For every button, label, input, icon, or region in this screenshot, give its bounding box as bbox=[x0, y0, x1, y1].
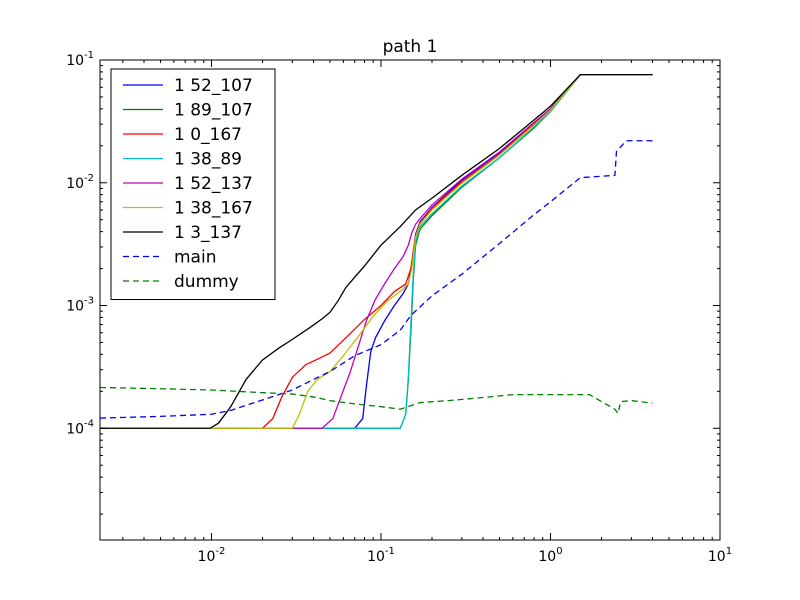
series-line-1-3-137 bbox=[100, 73, 653, 429]
legend-label-1-52-137: 1 52_137 bbox=[174, 174, 253, 194]
y-tick-label: 10-1 bbox=[66, 50, 94, 69]
chart-title: path 1 bbox=[383, 37, 438, 57]
x-tick-label: 10-1 bbox=[367, 546, 395, 565]
series-line-1-52-137 bbox=[100, 73, 653, 429]
y-tick-label: 10-2 bbox=[66, 173, 94, 192]
series-line-1-38-89 bbox=[100, 73, 653, 429]
plot-frame bbox=[99, 59, 721, 541]
y-tick-label: 10-3 bbox=[66, 296, 94, 315]
legend-label-1-89-107: 1 89_107 bbox=[174, 101, 253, 121]
series-line-1-38-167 bbox=[100, 73, 653, 429]
legend-label-1-3-137: 1 3_137 bbox=[174, 223, 242, 243]
axes-layer: 10-2 10-1 100 101 10-4 10-3 10-2 10-1 bbox=[66, 50, 732, 565]
legend-label-1-0-167: 1 0_167 bbox=[174, 125, 242, 145]
legend-box bbox=[110, 68, 276, 300]
y-tick-label: 10-4 bbox=[66, 418, 94, 437]
legend-label-1-38-167: 1 38_167 bbox=[174, 199, 253, 219]
legend-label-dummy: dummy bbox=[174, 272, 239, 292]
series-line-main bbox=[99, 140, 653, 419]
legend-label-main: main bbox=[174, 248, 216, 268]
x-tick-label: 10-2 bbox=[198, 546, 226, 565]
series-line-dummy bbox=[99, 386, 653, 416]
legend: 1 52_107 1 89_107 1 0_167 1 38_89 1 52_137 1 … bbox=[110, 68, 276, 300]
legend-label-1-52-107: 1 52_107 bbox=[174, 76, 253, 96]
legend-label-1-38-89: 1 38_89 bbox=[174, 150, 242, 170]
x-tick-label: 100 bbox=[538, 546, 562, 565]
x-tick-label: 101 bbox=[708, 546, 732, 565]
series-layer bbox=[99, 73, 653, 429]
